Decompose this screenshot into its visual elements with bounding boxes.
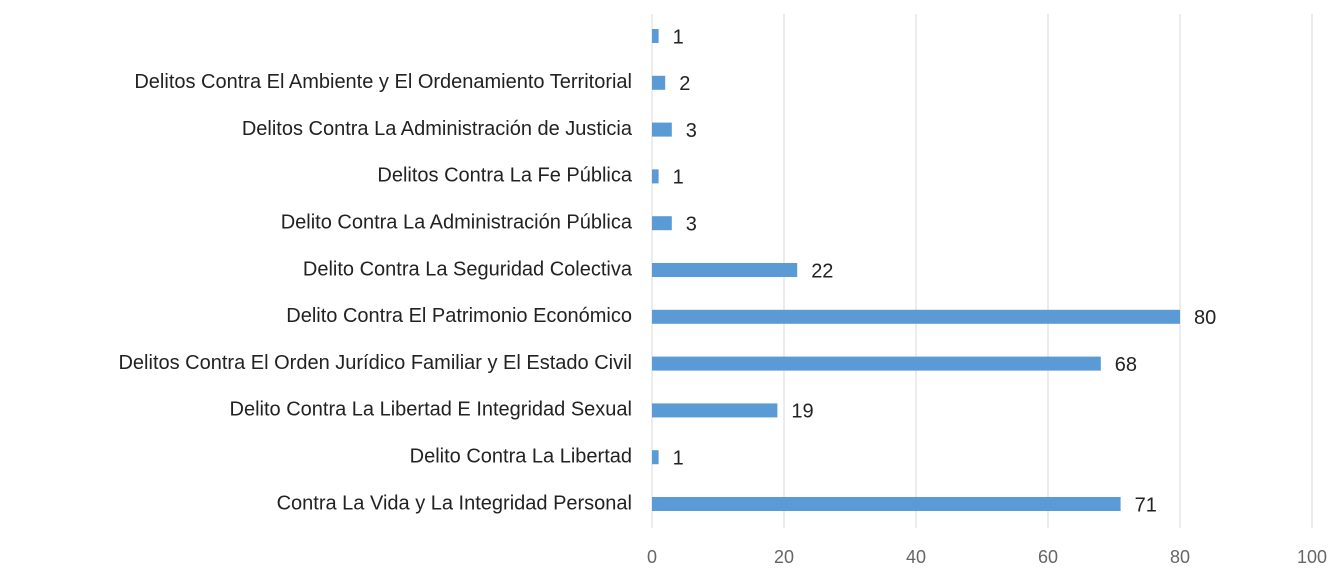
x-tick-label: 0 <box>647 547 657 567</box>
y-tick-label: Delito Contra La Libertad <box>410 445 632 467</box>
x-tick-label: 20 <box>774 547 794 567</box>
bar <box>652 263 798 277</box>
x-tick-label: 40 <box>906 547 926 567</box>
value-label: 80 <box>1194 307 1216 329</box>
value-label: 19 <box>791 401 813 423</box>
value-label: 71 <box>1135 494 1157 516</box>
value-label: 1 <box>673 167 684 189</box>
y-tick-label: Delito Contra El Patrimonio Económico <box>286 305 632 327</box>
x-tick-label: 60 <box>1038 547 1058 567</box>
bar <box>652 356 1101 371</box>
bar <box>652 29 659 43</box>
y-tick-label: Delitos Contra La Fe Pública <box>377 165 632 187</box>
value-label: 3 <box>686 120 697 142</box>
value-label: 2 <box>679 73 690 95</box>
bar <box>652 450 659 465</box>
value-label: 22 <box>811 260 833 282</box>
value-label: 1 <box>673 447 684 469</box>
y-tick-label: Contra La Vida y La Integridad Personal <box>277 492 632 514</box>
bar <box>652 75 666 90</box>
bar <box>652 403 778 418</box>
bar <box>652 169 659 184</box>
x-tick-label: 80 <box>1170 547 1190 567</box>
y-tick-label: Delitos Contra El Ambiente y El Ordenami… <box>134 71 632 93</box>
bar <box>652 497 1121 511</box>
value-label: 3 <box>686 213 697 235</box>
x-tick-label: 100 <box>1297 547 1327 567</box>
value-label: 1 <box>673 26 684 48</box>
bar <box>652 122 672 137</box>
y-tick-label: Delito Contra La Seguridad Colectiva <box>303 258 633 280</box>
y-tick-label: Delito Contra La Administración Pública <box>281 211 633 233</box>
value-label: 68 <box>1115 354 1137 376</box>
y-tick-label: Delito Contra La Libertad E Integridad S… <box>230 399 632 421</box>
bar <box>652 309 1180 324</box>
y-tick-label: Delitos Contra La Administración de Just… <box>242 118 633 140</box>
y-tick-label: Delitos Contra El Orden Jurídico Familia… <box>118 352 632 374</box>
bar <box>652 216 672 231</box>
